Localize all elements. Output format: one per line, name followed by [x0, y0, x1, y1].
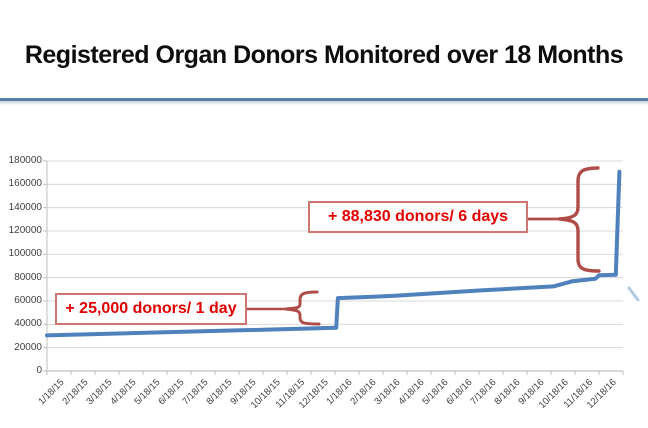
annotation-text-25000: + 25,000 donors/ 1 day — [65, 300, 237, 317]
y-axis-label: 140000 — [8, 201, 42, 213]
y-axis-label: 20000 — [14, 341, 42, 353]
chart-annotation-overlay — [244, 166, 640, 326]
y-axis-label: 120000 — [8, 225, 42, 236]
y-axis-label: 0 — [36, 365, 42, 376]
stray-line-artifact — [627, 286, 640, 302]
brace-large-icon — [558, 166, 601, 273]
annotation-box-88830: + 88,830 donors/ 6 days — [308, 201, 528, 233]
y-axis-label: 160000 — [8, 178, 42, 190]
series-line-registered-donors — [45, 169, 622, 338]
page-title: Registered Organ Donors Monitored over 1… — [24, 41, 624, 69]
title-divider-shadow — [0, 101, 648, 105]
title-divider — [0, 98, 648, 101]
y-axis-label: 40000 — [14, 318, 42, 330]
annotation-text-88830: + 88,830 donors/ 6 days — [327, 208, 509, 225]
annotation-box-25000: + 25,000 donors/ 1 day — [55, 293, 247, 325]
brace-small-icon — [284, 290, 321, 326]
y-axis-label: 100000 — [8, 248, 42, 260]
y-axis-label: 60000 — [14, 295, 42, 306]
y-axis-label: 180000 — [8, 155, 42, 166]
y-axis-label: 80000 — [14, 271, 42, 283]
